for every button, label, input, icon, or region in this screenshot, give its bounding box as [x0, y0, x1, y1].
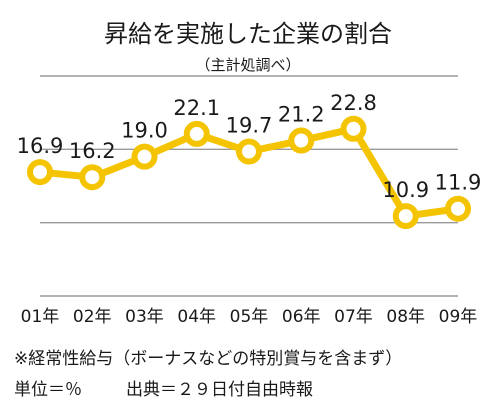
- data-label: 21.2: [278, 103, 325, 127]
- data-point: [340, 115, 367, 142]
- x-tick-label: 02年: [73, 307, 112, 327]
- source-label: 出典＝２９日付自由時報: [126, 380, 313, 400]
- data-labels: 16.9 16.219.022.119.7 21.2 22.8 10.9 11.9: [17, 91, 482, 202]
- x-tick-label: 06年: [282, 307, 321, 327]
- x-axis-ticks: 01年 02年 03年 04年 05年 06年 07年 08年 09年: [21, 307, 478, 327]
- data-point: [79, 164, 106, 191]
- grid: [40, 75, 458, 297]
- x-tick-label: 07年: [334, 307, 373, 327]
- data-label: 19.7: [226, 114, 273, 138]
- data-label: 22.1: [173, 96, 220, 120]
- x-tick-label: 08年: [386, 307, 425, 327]
- data-point: [236, 138, 262, 165]
- data-point: [445, 195, 471, 222]
- data-label: 11.9: [435, 171, 482, 195]
- x-tick-label: 01年: [21, 307, 60, 327]
- x-tick-label: 09年: [439, 307, 478, 327]
- data-points: [27, 115, 471, 230]
- data-point: [27, 159, 53, 186]
- chart-subtitle: （主計処調べ）: [195, 56, 300, 74]
- footnote: ※経常性給与（ボーナスなどの特別賞与を含まず）: [14, 349, 403, 369]
- data-label: 10.9: [382, 178, 429, 202]
- unit-label: 単位＝％: [14, 380, 82, 400]
- data-label: 16.2: [69, 139, 116, 163]
- line-chart: 昇給を実施した企業の割合 （主計処調べ） 16.9 16.219.022.119.…: [17, 20, 482, 327]
- data-point: [131, 143, 158, 170]
- x-tick-label: 05年: [230, 307, 269, 327]
- data-point: [183, 120, 210, 147]
- data-label: 22.8: [330, 91, 377, 115]
- chart-title: 昇給を実施した企業の割合: [104, 20, 392, 48]
- data-label: 19.0: [121, 119, 168, 143]
- x-tick-label: 03年: [125, 307, 164, 327]
- data-point: [288, 127, 315, 154]
- x-tick-label: 04年: [177, 307, 216, 327]
- data-label: 16.9: [17, 134, 64, 158]
- footer-meta: 単位＝％ 出典＝２９日付自由時報: [14, 375, 357, 400]
- data-point: [392, 203, 419, 230]
